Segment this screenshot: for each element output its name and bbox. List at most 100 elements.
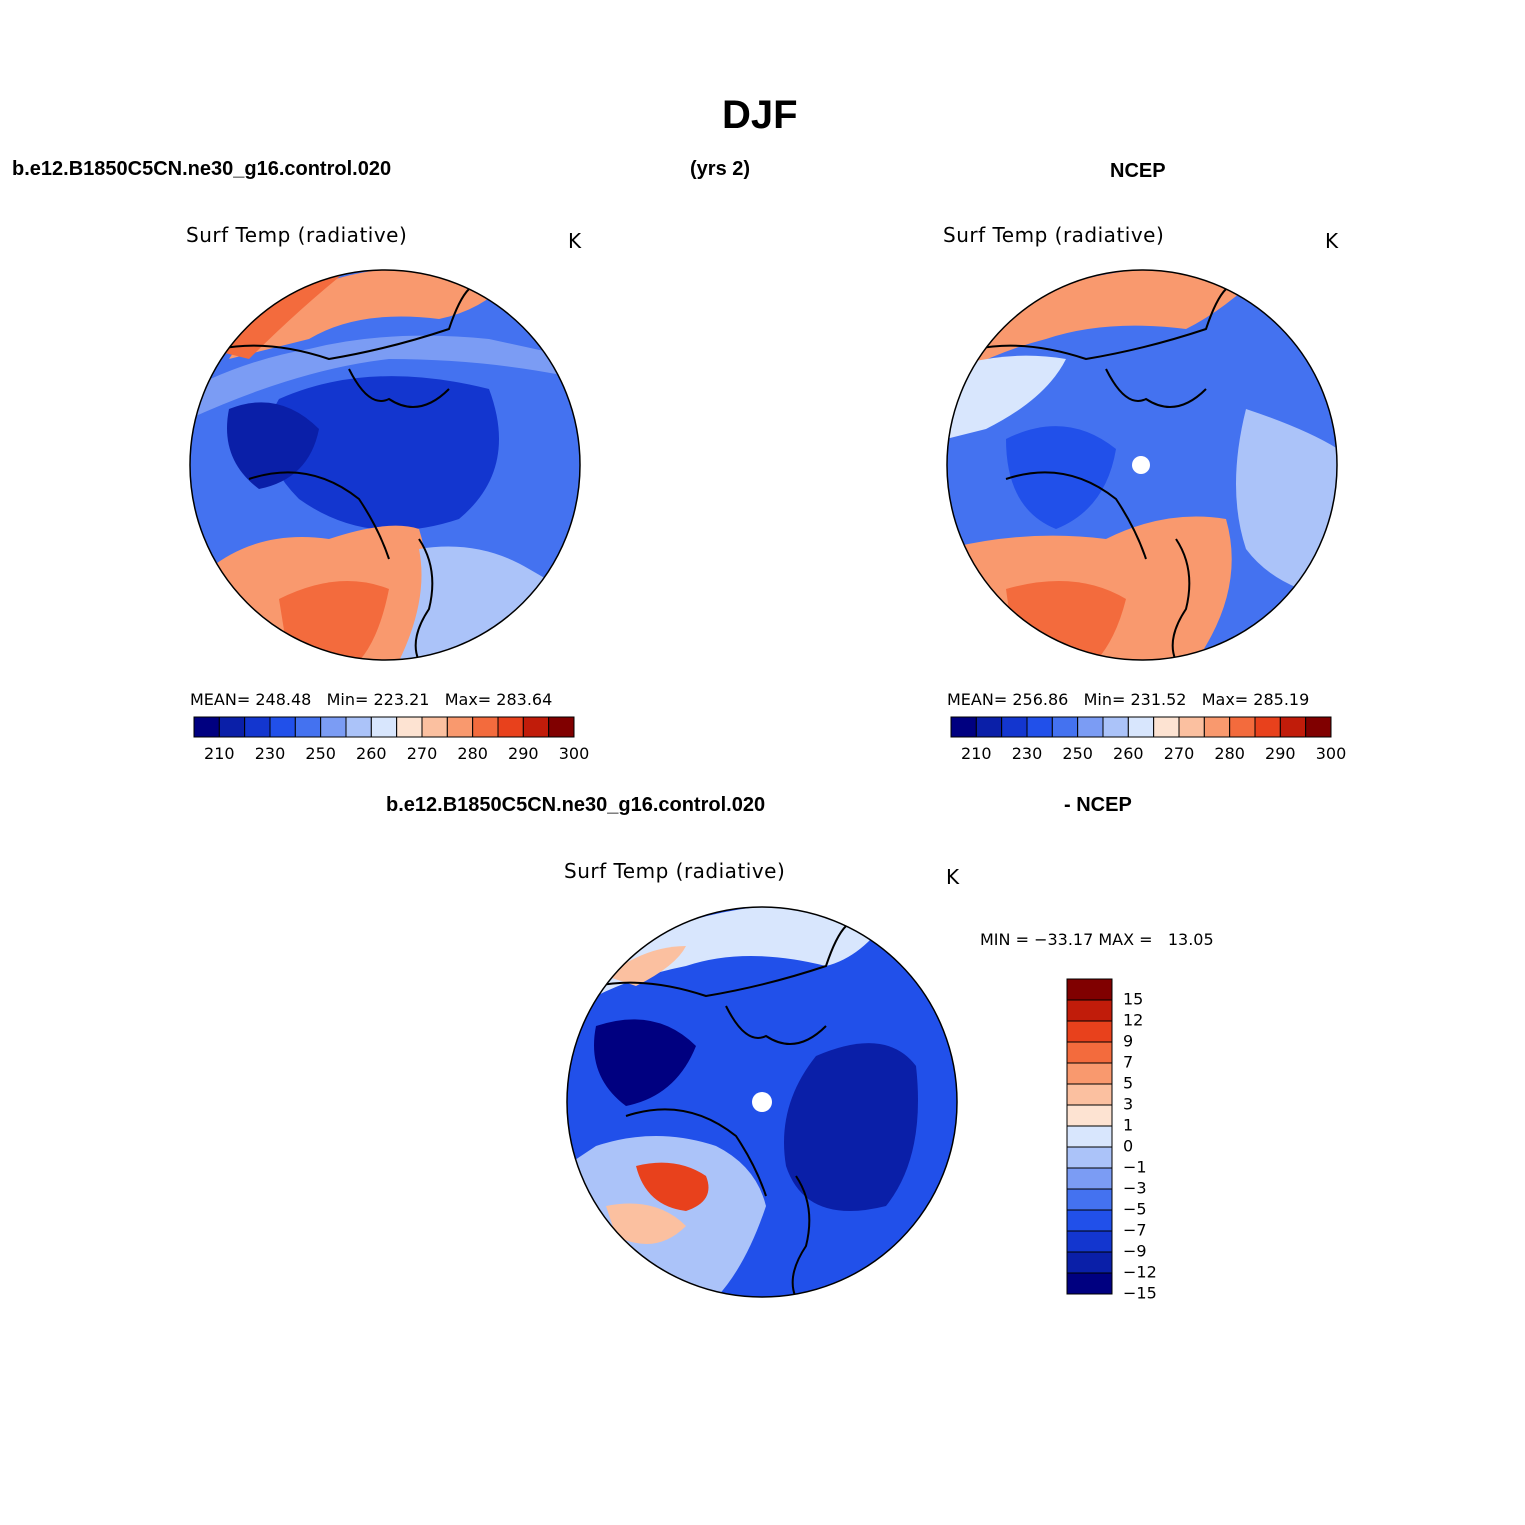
panel1-colorbar-box xyxy=(269,716,296,738)
panel1-colorbar-tick: 300 xyxy=(559,744,590,763)
obs-label: NCEP xyxy=(1110,160,1166,182)
panel3-warm-top xyxy=(606,946,686,986)
panel3-colorbar-box xyxy=(1066,1062,1113,1085)
panel2-colorbar-tick: 210 xyxy=(961,744,992,763)
panel3-colorbar-tick: 3 xyxy=(1123,1095,1133,1114)
panel3-colorbar-tick: 5 xyxy=(1123,1074,1133,1093)
panel1-colorbar-tick: 260 xyxy=(356,744,387,763)
panel3-warm-patch2 xyxy=(606,1203,686,1244)
panel3-colorbar-box xyxy=(1066,1083,1113,1106)
panel1-colorbar-box xyxy=(396,716,423,738)
panel2-colorbar-box xyxy=(975,716,1003,738)
panel3-colorbar-box xyxy=(1066,1188,1113,1211)
panel1-colorbar-box xyxy=(218,716,246,738)
panel2-units: K xyxy=(1325,229,1339,253)
panel2-stats: MEAN= 256.86 Min= 231.52 Max= 285.19 xyxy=(947,690,1309,709)
panel3-colorbar-tick: −15 xyxy=(1123,1284,1157,1303)
panel1-warm-top2 xyxy=(209,270,349,359)
panel1-colorbar-box xyxy=(497,716,524,738)
panel1-units: K xyxy=(568,229,582,253)
panel2-colorbar-tick: 300 xyxy=(1316,744,1347,763)
panel3-coast xyxy=(595,925,847,1297)
panel3-deep-right xyxy=(784,1043,918,1211)
panel2-light-left xyxy=(947,355,1066,439)
panel1-colorbar-tick: 210 xyxy=(204,744,235,763)
panel3-map xyxy=(566,906,958,1298)
panel1-max-label: Max= xyxy=(444,690,492,709)
panel3-colorbar-box xyxy=(1066,1167,1113,1190)
panel2-colorbar-box xyxy=(1229,716,1256,738)
panel2-light-right xyxy=(1236,409,1337,599)
panel1-colorbar-box xyxy=(244,716,271,738)
panel3-minmax: MIN = −33.17 MAX = 13.05 xyxy=(980,930,1214,949)
panel2-map xyxy=(946,269,1338,661)
panel1-colorbar-tick: 230 xyxy=(255,744,286,763)
panel3-deep-left xyxy=(594,1019,696,1106)
panel2-colorbar-tick: 270 xyxy=(1164,744,1195,763)
panel1-max: 283.64 xyxy=(496,690,553,709)
panel1-colorbar-box xyxy=(472,716,499,738)
panel2-max: 285.19 xyxy=(1253,690,1310,709)
panel3-colorbar-box xyxy=(1066,1104,1113,1127)
panel2-colorbar-box xyxy=(1127,716,1155,738)
panel2-colorbar-box xyxy=(1305,716,1332,738)
panel2-colorbar-box xyxy=(1001,716,1028,738)
panel2-colorbar-tick: 230 xyxy=(1012,744,1043,763)
panel3-colorbar-box xyxy=(1066,1230,1113,1253)
panel3-colorbar-box xyxy=(1066,1125,1113,1148)
page-title: DJF xyxy=(722,93,798,137)
panel3-colorbar-tick: −9 xyxy=(1123,1242,1147,1261)
panel1-min: 223.21 xyxy=(373,690,430,709)
panel2-colorbar-box xyxy=(950,716,977,738)
panel1-colorbar-box xyxy=(193,716,220,738)
panel1-warm-bottom2 xyxy=(279,581,389,660)
panel2-min-label: Min= xyxy=(1083,690,1126,709)
panel1-colorbar-box xyxy=(522,716,550,738)
panel2-min: 231.52 xyxy=(1130,690,1187,709)
panel1-colorbar-tick: 270 xyxy=(407,744,438,763)
panel1-colorbar-tick: 250 xyxy=(305,744,336,763)
panel2-colorbar-box xyxy=(1077,716,1104,738)
panel3-warm-patch xyxy=(636,1162,709,1211)
panel3-colorbar-tick: −5 xyxy=(1123,1200,1147,1219)
panel1-colorbar-box xyxy=(446,716,474,738)
panel3-colorbar-box xyxy=(1066,999,1113,1022)
panel1-cold-deep xyxy=(227,402,319,489)
panel3-title: Surf Temp (radiative) xyxy=(564,859,786,883)
panel2-cold-core xyxy=(1006,426,1116,529)
panel1-colorbar-box xyxy=(294,716,322,738)
panel3-colorbar-box xyxy=(1066,1209,1113,1232)
panel1-colorbar-box xyxy=(548,716,575,738)
panel2-colorbar-tick: 260 xyxy=(1113,744,1144,763)
panel3-colorbar-tick: 0 xyxy=(1123,1137,1133,1156)
panel1-colorbar-box xyxy=(320,716,347,738)
panel2-colorbar: 210 230 250 260 270 280 290 300 xyxy=(950,716,1346,763)
panel3-colorbar-tick: 7 xyxy=(1123,1053,1133,1072)
panel2-title: Surf Temp (radiative) xyxy=(943,223,1165,247)
panel1-map xyxy=(189,269,581,661)
panel2-colorbar-tick: 280 xyxy=(1214,744,1245,763)
panel2-colorbar-tick: 290 xyxy=(1265,744,1296,763)
panel2-colorbar-box xyxy=(1279,716,1307,738)
panel2-mean-label: MEAN= xyxy=(947,690,1008,709)
panel1-colorbar-tick: 280 xyxy=(457,744,488,763)
panel3-colorbar-tick: −1 xyxy=(1123,1158,1147,1177)
panel1-colorbar-box xyxy=(421,716,448,738)
panel3-colorbar-tick: 1 xyxy=(1123,1116,1133,1135)
panel3-colorbar-box xyxy=(1066,978,1113,1001)
panel3-colorbar-tick: 9 xyxy=(1123,1032,1133,1051)
panel1-min-label: Min= xyxy=(326,690,369,709)
panel3-colorbar-tick: −7 xyxy=(1123,1221,1147,1240)
panel2-colorbar-box xyxy=(1178,716,1205,738)
panel3-colorbar-box xyxy=(1066,1020,1113,1043)
panel1-colorbar-box xyxy=(370,716,398,738)
panel1-colorbar-box xyxy=(345,716,372,738)
case-label: b.e12.B1850C5CN.ne30_g16.control.020 xyxy=(12,158,392,180)
panel3-colorbar-box xyxy=(1066,1272,1113,1295)
panel2-colorbar-box xyxy=(1026,716,1053,738)
panel2-colorbar-box xyxy=(1051,716,1079,738)
panel3-pole-mask xyxy=(752,1092,772,1112)
panel1-coast xyxy=(218,288,470,660)
panel2-colorbar-box xyxy=(1203,716,1231,738)
panel1-mean-label: MEAN= xyxy=(190,690,251,709)
